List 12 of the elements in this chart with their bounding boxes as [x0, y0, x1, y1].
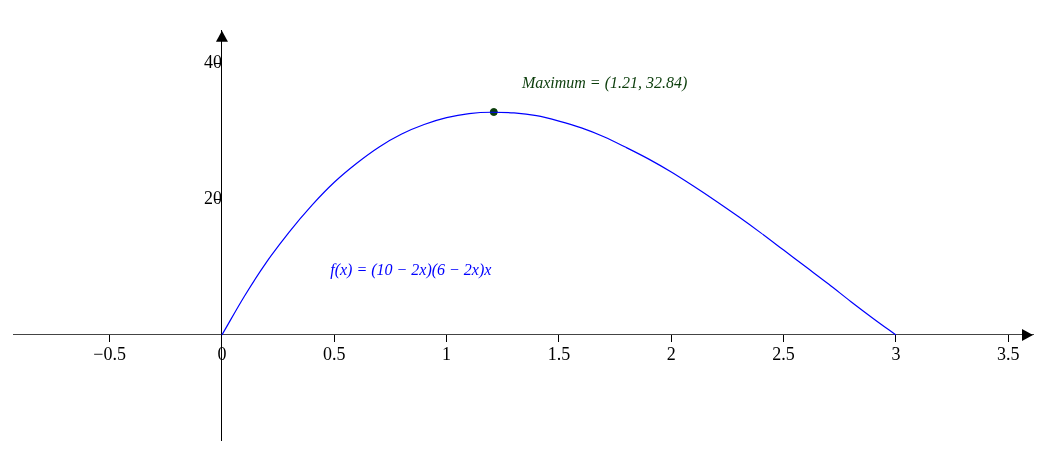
- x-tick-label: 1.5: [547, 344, 571, 365]
- x-tick-label: 0.5: [323, 344, 346, 365]
- y-tick-label: 40: [203, 52, 222, 73]
- annotation: Maximum = (1.21, 32.84): [520, 74, 688, 93]
- annotation: f(x) = (10 − 2x)(6 − 2x)x: [330, 260, 492, 279]
- x-tick-label: 2: [666, 344, 676, 365]
- x-tick-label: 1: [442, 344, 452, 365]
- x-tick-label: 3.5: [997, 344, 1020, 365]
- y-tick-label: 20: [203, 187, 222, 208]
- x-tick-label: −0.5: [93, 344, 126, 365]
- x-tick-label: 3: [891, 344, 901, 365]
- x-tick-label: 2.5: [772, 344, 795, 365]
